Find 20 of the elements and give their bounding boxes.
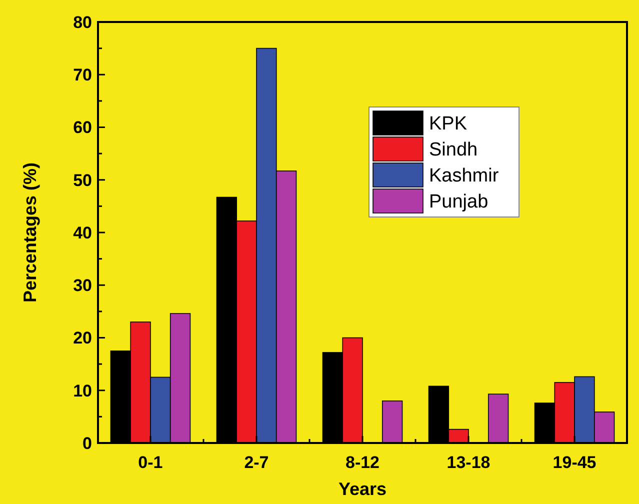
x-tick-label: 13-18 xyxy=(446,453,490,472)
y-tick-label: 40 xyxy=(73,223,92,242)
x-axis-title: Years xyxy=(338,479,387,499)
legend-label: Sindh xyxy=(429,140,478,161)
y-axis-title: Percentages (%) xyxy=(20,162,40,303)
y-tick-label: 80 xyxy=(73,12,92,32)
y-tick-label: 10 xyxy=(73,381,92,400)
x-tick-label: 2-7 xyxy=(244,453,269,472)
legend-label: KPK xyxy=(429,114,468,135)
legend-label: Punjab xyxy=(429,192,488,213)
x-tick-label: 19-45 xyxy=(552,453,596,472)
y-tick-label: 0 xyxy=(82,434,92,453)
x-tick-label: 0-1 xyxy=(138,453,163,472)
y-tick-label: 20 xyxy=(73,328,92,348)
y-tick-label: 50 xyxy=(73,170,92,190)
y-tick-label: 60 xyxy=(73,118,92,138)
y-tick-label: 70 xyxy=(73,66,92,85)
y-tick-label: 30 xyxy=(73,276,92,296)
legend-label: Kashmir xyxy=(429,166,500,187)
x-tick-label: 8-12 xyxy=(345,453,380,472)
